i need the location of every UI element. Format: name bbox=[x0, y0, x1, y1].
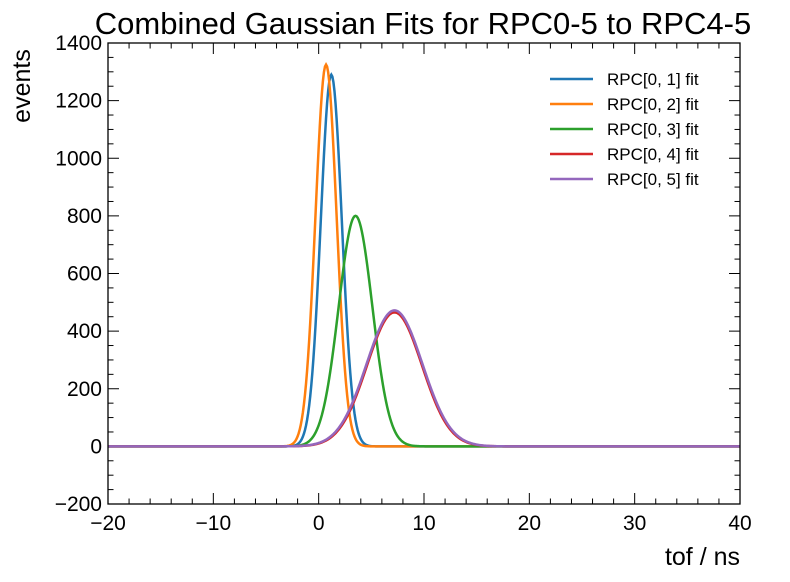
y-axis-label: events bbox=[8, 49, 36, 123]
y-tick-label: 1400 bbox=[55, 32, 102, 55]
y-tick-label: 1200 bbox=[55, 90, 102, 113]
x-axis-label: tof / ns bbox=[665, 543, 740, 571]
y-tick-label: 800 bbox=[67, 205, 102, 228]
x-tick-label: 40 bbox=[728, 512, 751, 535]
y-tick-label: 600 bbox=[67, 263, 102, 286]
x-tick-label: −10 bbox=[196, 512, 232, 535]
x-tick-label: 10 bbox=[412, 512, 435, 535]
series-lines bbox=[108, 62, 740, 448]
series-line-3 bbox=[108, 214, 740, 448]
y-tick-label: −200 bbox=[55, 493, 102, 516]
x-tick-label: 30 bbox=[623, 512, 646, 535]
y-tick-label: 1000 bbox=[55, 147, 102, 170]
plot-frame bbox=[107, 42, 741, 505]
y-tick-label: 0 bbox=[90, 435, 102, 458]
y-tick-label: 400 bbox=[67, 320, 102, 343]
x-tick-label: −20 bbox=[90, 512, 126, 535]
chart-title: Combined Gaussian Fits for RPC0-5 to RPC… bbox=[95, 6, 751, 41]
x-tick-label: 0 bbox=[313, 512, 325, 535]
axis-ticks: −20 −10 0 10 20 30 40 −200 0 200 400 600 800 1000 1200… bbox=[55, 32, 752, 535]
y-tick-label: 200 bbox=[67, 378, 102, 401]
series-line-4 bbox=[108, 311, 740, 448]
x-tick-label: 20 bbox=[518, 512, 541, 535]
legend-label: RPC[0, 1] fit bbox=[607, 70, 699, 89]
legend-label: RPC[0, 5] fit bbox=[607, 170, 699, 189]
legend-label: RPC[0, 4] fit bbox=[607, 145, 699, 164]
legend-label: RPC[0, 3] fit bbox=[607, 120, 699, 139]
legend: RPC[0, 1] fit RPC[0, 2] fit RPC[0, 3] fit R… bbox=[550, 70, 699, 189]
series-line-5 bbox=[108, 309, 740, 448]
legend-label: RPC[0, 2] fit bbox=[607, 95, 699, 114]
